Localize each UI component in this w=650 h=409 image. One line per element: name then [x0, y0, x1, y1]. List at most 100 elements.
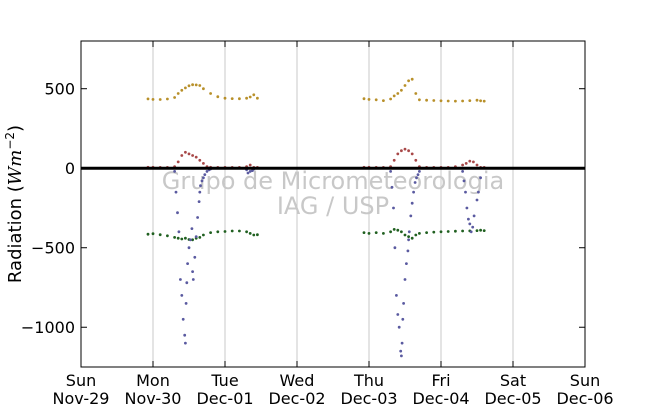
series-4-point	[200, 179, 204, 183]
series-3-point	[407, 235, 410, 239]
series-1-point	[454, 99, 457, 103]
series-3-point	[414, 233, 418, 237]
series-3-point	[180, 237, 184, 241]
series-3-point	[166, 234, 169, 238]
series-3-point	[191, 238, 195, 242]
series-2-point	[464, 162, 468, 165]
series-3-point	[230, 229, 234, 233]
series-4-point	[173, 170, 177, 173]
x-tick-date: Nov-30	[125, 389, 182, 408]
x-tick-day: Fri	[431, 371, 450, 390]
x-tick-date: Dec-02	[268, 389, 325, 408]
series-3-point	[446, 230, 450, 233]
series-4-point	[471, 225, 475, 229]
series-3-point	[454, 229, 457, 233]
series-4-point	[181, 317, 185, 321]
series-3-point	[425, 231, 428, 235]
series-3-point	[392, 228, 396, 231]
series-4-point	[462, 179, 466, 183]
series-4-point	[399, 349, 403, 353]
plot-background	[81, 41, 585, 367]
series-3-point	[202, 233, 205, 237]
x-tick-day: Sun	[570, 371, 600, 390]
series-4-point	[410, 201, 414, 205]
series-4-point	[189, 238, 192, 242]
series-2-point	[396, 152, 400, 156]
series-4-point	[183, 333, 187, 337]
series-4-point	[475, 198, 479, 202]
series-1-point	[425, 98, 428, 102]
x-tick-date: Dec-01	[196, 389, 253, 408]
series-4-point	[184, 302, 188, 305]
series-4-point	[389, 170, 392, 173]
series-1-point	[158, 98, 162, 101]
series-1-point	[256, 96, 259, 100]
x-tick-date: Dec-04	[412, 389, 469, 408]
series-2-point	[410, 152, 414, 156]
series-4-point	[415, 176, 418, 180]
series-3-point	[367, 232, 371, 235]
series-4-point	[390, 185, 394, 189]
series-3-point	[418, 232, 421, 235]
series-2-point	[400, 149, 403, 153]
x-tick-day: Mon	[136, 371, 170, 390]
series-4-point	[472, 214, 476, 218]
series-4-point	[407, 230, 411, 234]
series-4-point	[176, 211, 179, 215]
series-2-point	[176, 160, 180, 164]
series-4-point	[477, 190, 480, 194]
series-4-point	[467, 217, 470, 221]
x-grid	[152, 41, 514, 367]
series-4-point	[464, 190, 467, 194]
series-3-point	[482, 229, 486, 233]
series-4-point	[198, 190, 202, 194]
series-4-point	[392, 206, 395, 210]
series-4-point	[396, 313, 400, 316]
x-axis: SunNov-29MonNov-30TueDec-01WedDec-02ThuD…	[53, 41, 614, 408]
series-1-point	[475, 98, 479, 102]
series-3-point	[223, 230, 227, 233]
series-1-point	[407, 79, 410, 83]
series-1-point	[403, 84, 407, 87]
series-4-point	[186, 262, 190, 265]
series-2-point	[187, 152, 191, 156]
series-3-point	[382, 232, 385, 235]
series-4-point	[405, 262, 408, 265]
y-tick-label: 0	[65, 159, 75, 178]
series-4-point	[465, 206, 469, 210]
series-1-point	[184, 86, 187, 90]
series-4-point	[469, 230, 473, 234]
series-3-point	[245, 230, 249, 234]
series-1-point	[461, 99, 464, 103]
series-1-point	[362, 97, 366, 101]
series-1-point	[223, 96, 227, 100]
x-tick-day: Sat	[500, 371, 526, 390]
series-1-point	[230, 97, 234, 100]
series-2-point	[407, 149, 410, 153]
series-2-point	[194, 155, 198, 159]
series-4-point	[184, 341, 187, 345]
series-4-point	[246, 171, 250, 175]
series-4-point	[205, 170, 209, 173]
series-1-point	[173, 96, 177, 99]
series-2-point	[472, 160, 475, 164]
series-2-point	[180, 154, 184, 157]
series-4-point	[177, 230, 181, 234]
series-1-point	[468, 99, 472, 102]
plot-frame	[80, 40, 586, 368]
series-3-point	[403, 233, 407, 237]
series-4-point	[202, 176, 205, 180]
series-4-point	[193, 255, 197, 259]
series-4-point	[402, 302, 405, 305]
series-1-point	[396, 92, 400, 95]
series-3-point	[432, 230, 436, 234]
y-tick-label: −1000	[21, 318, 75, 337]
watermark-line-1: Grupo de Micrometeorologia	[162, 167, 504, 195]
series-1-point	[479, 99, 482, 103]
series-1-point	[191, 83, 195, 87]
series-1-point	[198, 84, 202, 87]
series-2-point	[191, 154, 195, 157]
series-3-point	[209, 231, 213, 235]
series-1-point	[151, 98, 155, 101]
series-4-point	[400, 341, 404, 345]
